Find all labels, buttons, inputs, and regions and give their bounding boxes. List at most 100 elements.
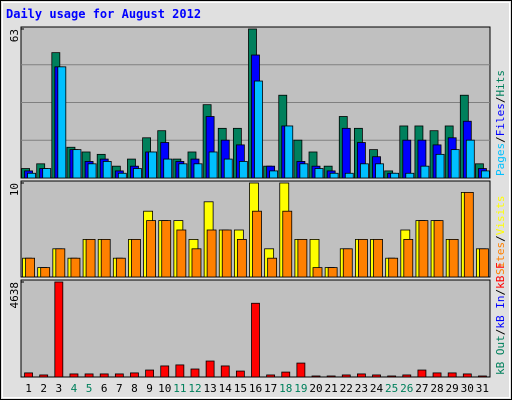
bar	[387, 375, 397, 378]
bar	[266, 374, 276, 378]
bar	[388, 257, 399, 278]
bar	[235, 370, 245, 378]
x-tick-label: 30	[461, 382, 474, 395]
bar	[314, 168, 324, 179]
bar	[312, 267, 323, 278]
bar	[238, 161, 248, 179]
x-tick-label: 21	[325, 382, 338, 395]
bar	[193, 163, 203, 179]
bar	[160, 365, 170, 378]
bar	[254, 80, 263, 179]
y-tick-label: 63	[8, 29, 21, 42]
x-tick-label: 12	[188, 382, 201, 395]
bar	[24, 372, 33, 378]
bar	[146, 220, 156, 278]
x-tick-label: 27	[415, 382, 428, 395]
bar	[69, 373, 79, 378]
bar	[463, 191, 474, 278]
bar	[55, 248, 66, 278]
bar	[375, 163, 384, 179]
legend-entry: Visits	[494, 196, 507, 236]
x-tick-label: 31	[476, 382, 489, 395]
bar	[402, 139, 412, 179]
bar	[133, 168, 142, 179]
bar	[418, 220, 429, 278]
bar	[54, 281, 64, 378]
bar	[296, 362, 306, 378]
y-tick-label: 4638	[8, 282, 21, 309]
bar	[223, 158, 233, 179]
bar	[405, 172, 415, 179]
bar	[84, 373, 94, 378]
bar	[72, 149, 82, 179]
legend-separator: /	[494, 97, 507, 104]
bar	[299, 163, 309, 179]
bar	[465, 139, 475, 179]
bar	[27, 172, 36, 179]
bar	[341, 374, 351, 378]
bar	[269, 170, 279, 179]
bar	[417, 369, 427, 378]
legend-entry: Pages	[494, 143, 507, 176]
x-tick-label: 24	[370, 382, 384, 395]
legend-separator: /	[494, 235, 507, 242]
bar	[161, 220, 172, 278]
bar	[402, 374, 412, 378]
legend-separator: /	[494, 136, 507, 143]
bar	[70, 257, 81, 278]
bar	[341, 127, 351, 179]
bar	[176, 229, 187, 278]
x-tick-label: 7	[116, 382, 123, 395]
bar	[327, 267, 338, 278]
bar	[251, 302, 260, 378]
bar	[432, 372, 442, 378]
bar	[40, 267, 51, 278]
bar	[87, 163, 97, 179]
legend-entry: Files	[494, 103, 507, 136]
bar	[206, 229, 217, 278]
bar	[357, 373, 366, 378]
bar	[205, 360, 215, 378]
x-tick-label: 26	[400, 382, 413, 395]
bar	[360, 163, 369, 179]
x-tick-label: 14	[219, 382, 233, 395]
x-tick-label: 16	[249, 382, 262, 395]
bar	[42, 168, 52, 179]
bar	[102, 161, 112, 179]
bar	[326, 375, 336, 378]
x-tick-label: 5	[86, 382, 93, 395]
bar	[57, 66, 67, 179]
legend-entry: Hits	[494, 70, 507, 97]
legend-entry: kB In	[494, 296, 507, 329]
bar	[403, 238, 414, 278]
x-tick-label: 28	[430, 382, 443, 395]
bar	[390, 172, 400, 179]
x-tick-label: 29	[446, 382, 459, 395]
x-tick-label: 25	[385, 382, 398, 395]
bar	[282, 210, 293, 278]
bar	[478, 375, 487, 378]
bar	[208, 151, 218, 179]
bar	[311, 375, 321, 378]
bar	[163, 158, 173, 179]
x-tick-label: 15	[234, 382, 247, 395]
bar	[479, 248, 489, 278]
chart-title: Daily usage for August 2012	[6, 7, 201, 21]
bar	[448, 238, 459, 278]
x-tick-label: 2	[40, 382, 47, 395]
bar	[435, 153, 445, 179]
x-tick-label: 10	[158, 382, 171, 395]
bar	[481, 170, 490, 179]
bar	[85, 238, 96, 278]
legend-entry: kB Out	[494, 335, 507, 375]
x-tick-label: 22	[340, 382, 353, 395]
x-tick-label: 23	[355, 382, 368, 395]
x-tick-label: 8	[131, 382, 138, 395]
x-tick-label: 11	[173, 382, 186, 395]
bar	[115, 257, 126, 278]
x-tick-label: 13	[203, 382, 216, 395]
bar	[145, 369, 154, 378]
x-tick-label: 6	[101, 382, 108, 395]
